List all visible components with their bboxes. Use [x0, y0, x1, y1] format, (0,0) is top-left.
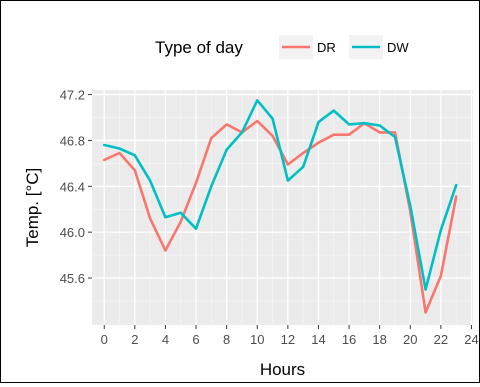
series-line-dw [102, 99, 458, 291]
x-tick-label: 18 [372, 332, 386, 347]
x-tick-label: 10 [250, 332, 264, 347]
x-tick-label: 2 [131, 332, 138, 347]
y-tick-label: 45.6 [60, 271, 85, 286]
y-axis-label: Temp. [°C] [23, 168, 42, 248]
x-tick-label: 12 [281, 332, 295, 347]
legend-label-dw: DW [387, 40, 409, 55]
legend-label-dr: DR [317, 40, 336, 55]
legend-title: Type of day [155, 38, 243, 57]
x-tick-label: 24 [464, 332, 478, 347]
grid-lines [92, 90, 473, 325]
x-tick-label: 20 [403, 332, 417, 347]
x-tick-label: 6 [192, 332, 199, 347]
x-axis-label: Hours [260, 360, 305, 379]
x-tick-label: 4 [162, 332, 169, 347]
plot-panel [92, 90, 473, 325]
x-tick-label: 16 [342, 332, 356, 347]
x-tick-label: 0 [101, 332, 108, 347]
y-tick-label: 47.2 [60, 88, 85, 103]
x-tick-label: 22 [434, 332, 448, 347]
x-tick-label: 8 [223, 332, 230, 347]
series-lines [102, 99, 458, 314]
y-tick-label: 46.0 [60, 225, 85, 240]
x-axis-ticks: 0 2 4 6 8 10 12 14 16 18 20 22 24 [101, 325, 479, 347]
y-tick-label: 46.8 [60, 133, 85, 148]
x-tick-label: 14 [311, 332, 325, 347]
y-axis-ticks: 45.6 46.0 46.4 46.8 47.2 [60, 88, 92, 286]
y-tick-label: 46.4 [60, 179, 85, 194]
legend: Type of day DR DW [155, 35, 409, 59]
